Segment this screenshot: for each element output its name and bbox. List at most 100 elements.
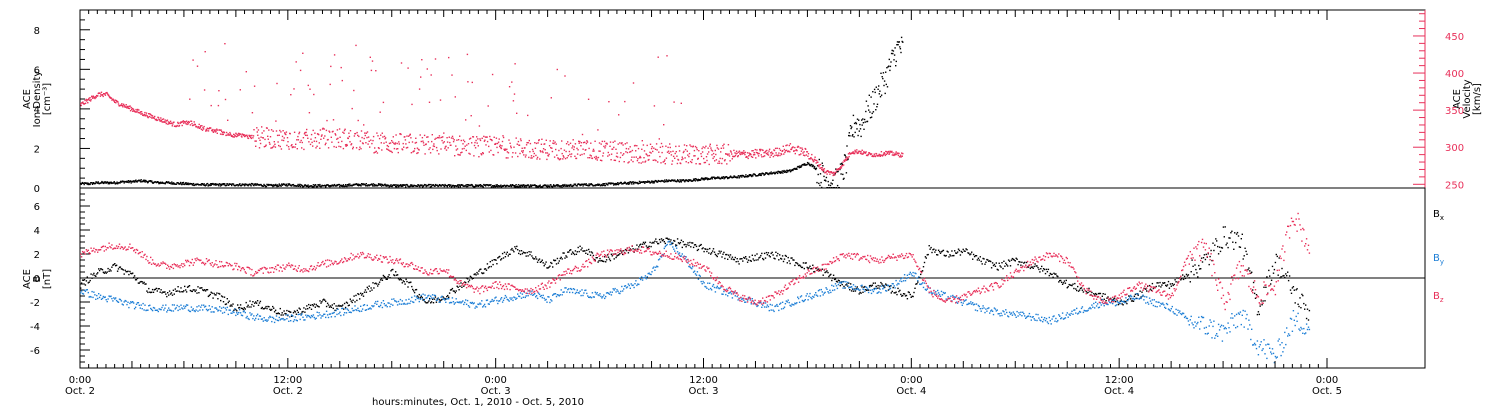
b-point [1162,282,1164,284]
b-point [735,261,737,263]
velocity-point [121,103,123,105]
velocity-point [853,151,855,153]
velocity-point [131,107,133,110]
velocity-point [232,136,234,138]
b-point [1287,279,1290,282]
velocity-point [771,151,773,153]
velocity-point [203,125,205,128]
b-point [1054,273,1056,275]
b-point [499,255,501,258]
velocity-point [315,147,317,149]
density-point [381,183,383,186]
velocity-point [350,144,352,146]
velocity-point [140,113,142,115]
velocity-point [357,119,359,122]
density-point [319,183,321,186]
b-point [1254,297,1257,299]
b-point [324,299,326,301]
velocity-point [387,145,390,148]
velocity-point [250,137,252,140]
b-point [94,274,96,277]
density-point [665,181,667,183]
velocity-point [445,145,447,147]
b-point [644,241,647,243]
b-point [705,248,707,250]
velocity-point [587,98,590,100]
density-point [786,169,788,171]
b-point [531,290,533,292]
velocity-point [424,153,426,155]
b-point [625,249,628,252]
b-point [1133,295,1136,297]
velocity-point [159,120,161,122]
velocity-point [497,141,500,143]
density-point [254,183,256,185]
b-point [876,287,878,289]
b-point [91,290,93,293]
b-point [120,300,123,302]
velocity-point [762,155,765,158]
velocity-point [683,144,686,146]
b-point [255,302,258,304]
velocity-point [878,155,880,157]
b-point [117,301,120,303]
density-point [301,185,303,187]
b-point [1019,261,1021,263]
b-point [418,293,420,296]
b-point [276,312,279,315]
velocity-point [536,156,539,159]
density-point [752,175,754,177]
b-point [202,289,204,291]
b-point [387,302,389,304]
b-point [584,250,586,252]
velocity-point [450,137,453,139]
b-point [336,307,338,310]
b-point [570,253,573,255]
velocity-point [486,140,489,143]
b-point [432,302,435,304]
b-point [389,305,391,308]
density-point [556,185,558,187]
velocity-point [356,131,358,134]
b-point [338,304,340,307]
velocity-point [364,132,366,134]
b-point [469,301,472,304]
velocity-point [148,115,150,118]
velocity-point [648,154,651,157]
b-point [494,297,496,299]
b-point [1094,294,1096,296]
b-point [170,292,173,294]
velocity-point [519,138,522,140]
velocity-point [494,143,496,145]
b-point [306,316,308,318]
b-point [905,294,908,297]
density-point [854,131,856,134]
b-point [638,246,640,248]
b-point [481,300,483,302]
velocity-point [598,142,601,144]
b-point [646,247,648,249]
velocity-point [352,146,354,148]
velocity-point [530,157,532,159]
velocity-point [128,107,131,110]
velocity-point [521,150,523,152]
b-point [335,309,337,312]
b-point [401,300,403,302]
velocity-point [891,150,893,153]
velocity-point [889,152,891,154]
b-point [83,289,86,291]
velocity-point [249,134,251,137]
b-point [1006,264,1008,266]
velocity-point [891,154,894,156]
b-point [793,259,795,261]
b-point [656,241,658,243]
velocity-point [418,149,420,151]
density-point [872,111,875,113]
velocity-point [742,151,744,154]
velocity-point [333,145,335,148]
density-point [716,177,718,179]
density-point [700,178,702,180]
velocity-point [658,151,660,153]
density-point [249,184,252,186]
density-point [249,183,251,185]
